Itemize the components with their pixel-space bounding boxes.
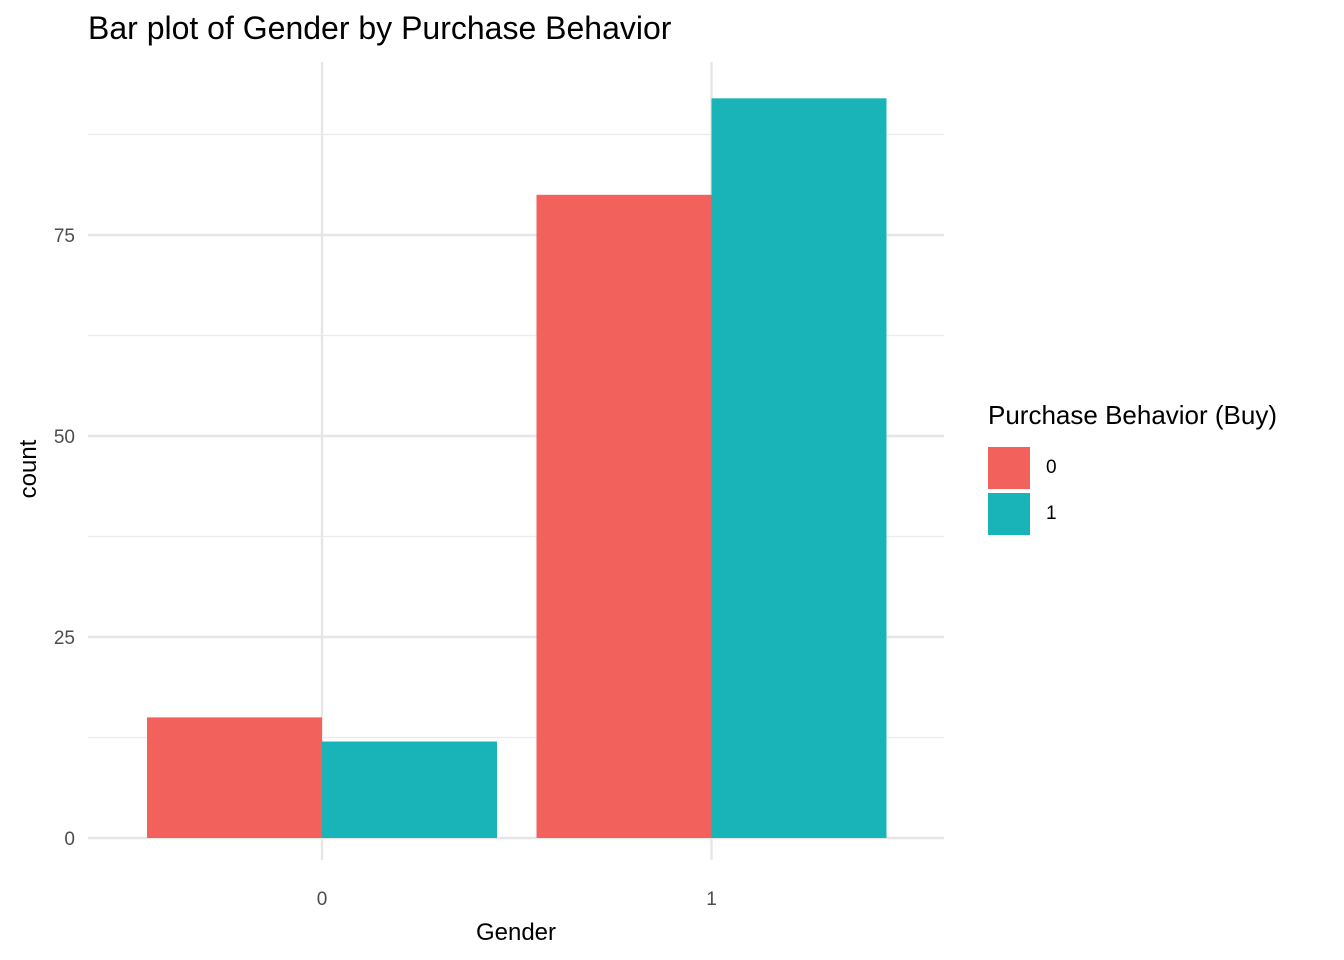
x-axis-title: Gender — [476, 919, 556, 946]
y-tick-label: 50 — [54, 427, 75, 448]
chart-title: Bar plot of Gender by Purchase Behavior — [88, 10, 672, 46]
bar-gender-0-buy-0 — [147, 717, 322, 838]
x-tick-label: 0 — [317, 889, 328, 910]
bar-gender-1-buy-0 — [536, 194, 712, 839]
legend-swatch — [988, 493, 1030, 535]
y-tick-label: 0 — [64, 829, 75, 850]
bar-gender-1-buy-1 — [711, 98, 887, 838]
y-tick-label: 25 — [54, 628, 75, 649]
bar-gender-0-buy-1 — [322, 741, 497, 838]
bars — [147, 98, 887, 839]
legend-label: 1 — [1046, 503, 1057, 524]
legend-item: 1 — [988, 491, 1277, 537]
legend-title: Purchase Behavior (Buy) — [988, 400, 1278, 430]
legend-label: 0 — [1046, 457, 1057, 478]
y-tick-label: 75 — [54, 226, 75, 247]
y-axis-ticks: 0 25 50 75 — [54, 226, 75, 850]
legend-swatch — [988, 447, 1030, 489]
y-axis-title: count — [15, 439, 42, 498]
x-tick-label: 1 — [706, 889, 717, 910]
legend-item: 0 — [988, 445, 1277, 491]
